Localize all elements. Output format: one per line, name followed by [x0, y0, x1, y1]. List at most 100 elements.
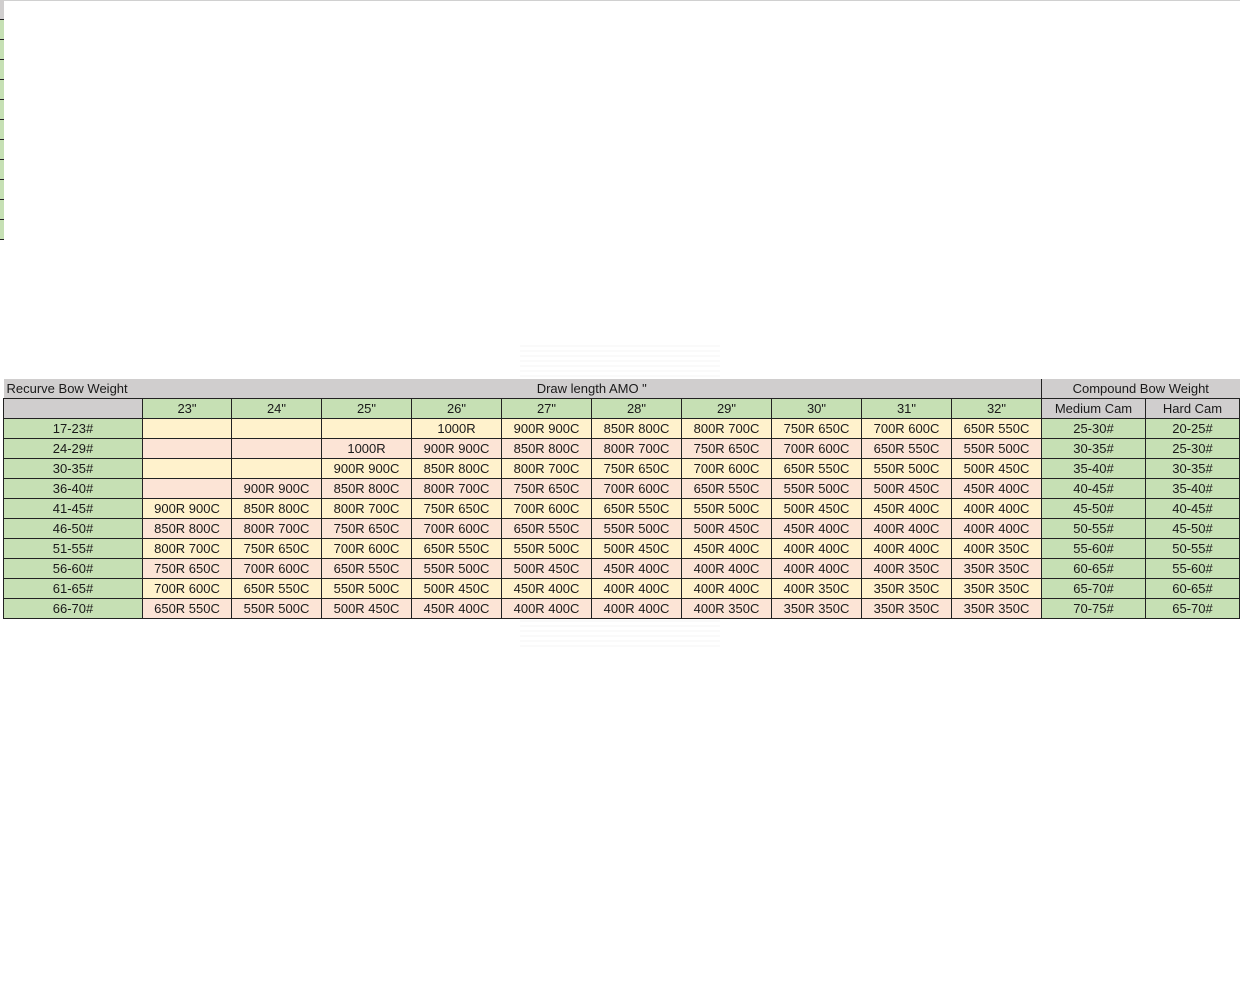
draw-length-4: 27" — [501, 398, 592, 419]
spine-cell — [142, 418, 232, 439]
spine-cell: 550R 500C — [771, 478, 862, 499]
spine-cell: 400R 350C — [951, 538, 1042, 559]
medium-cam-cell: 35-40# — [1041, 458, 1146, 479]
spine-cell — [142, 438, 232, 459]
spine-cell: 900R 900C — [411, 438, 502, 459]
spine-cell: 450R 400C — [771, 518, 862, 539]
spine-cell: 700R 600C — [411, 518, 502, 539]
spine-cell: 350R 350C — [771, 598, 862, 619]
table-row: 46-50# 850R 800C 800R 700C 750R 650C 700R 60… — [3, 518, 1240, 539]
top-border — [0, 0, 1240, 1]
spine-cell: 400R 350C — [771, 578, 862, 599]
spine-cell: 750R 650C — [231, 538, 322, 559]
hard-cam-cell: 40-45# — [1145, 498, 1240, 519]
spine-cell: 850R 800C — [411, 458, 502, 479]
spine-cell: 650R 550C — [501, 518, 592, 539]
spine-cell: 550R 500C — [231, 598, 322, 619]
spine-cell: 400R 400C — [771, 558, 862, 579]
hard-cam-cell: 65-70# — [1145, 598, 1240, 619]
spine-cell: 650R 550C — [681, 478, 772, 499]
medium-cam-cell: 60-65# — [1041, 558, 1146, 579]
spine-cell: 550R 500C — [501, 538, 592, 559]
table-row: 61-65# 700R 600C 650R 550C 550R 500C 500R 45… — [3, 578, 1240, 599]
recurve-weight-cell: 17-23# — [3, 418, 143, 439]
spine-cell: 350R 350C — [861, 598, 952, 619]
spine-cell: 400R 400C — [861, 538, 952, 559]
spine-cell: 700R 600C — [142, 578, 232, 599]
spine-cell: 650R 550C — [142, 598, 232, 619]
spine-cell: 400R 350C — [681, 598, 772, 619]
recurve-weight-cell: 24-29# — [3, 438, 143, 459]
spine-cell: 850R 800C — [501, 438, 592, 459]
spine-cell: 700R 600C — [681, 458, 772, 479]
spine-cell: 700R 600C — [321, 538, 412, 559]
spine-cell: 700R 600C — [231, 558, 322, 579]
spine-cell: 750R 650C — [771, 418, 862, 439]
spine-cell: 750R 650C — [142, 558, 232, 579]
spine-cell: 650R 550C — [411, 538, 502, 559]
recurve-weight-cell: 30-35# — [3, 458, 143, 479]
spine-cell: 400R 350C — [861, 558, 952, 579]
spine-cell — [231, 438, 322, 459]
table-row: 36-40# 900R 900C 850R 800C 800R 700C 750R 65… — [3, 478, 1240, 499]
spine-cell: 900R 900C — [142, 498, 232, 519]
spine-cell: 650R 550C — [591, 498, 682, 519]
recurve-weight-cell: 61-65# — [3, 578, 143, 599]
spine-cell: 500R 450C — [411, 578, 502, 599]
spine-cell: 500R 450C — [771, 498, 862, 519]
hard-cam-cell: 35-40# — [1145, 478, 1240, 499]
draw-length-5: 28" — [591, 398, 682, 419]
spine-cell: 400R 400C — [681, 578, 772, 599]
compound-weight-header: Compound Bow Weight — [1041, 379, 1240, 399]
spine-cell: 400R 400C — [591, 578, 682, 599]
spine-cell: 350R 350C — [861, 578, 952, 599]
recurve-weight-cell: 46-50# — [3, 518, 143, 539]
spine-cell: 450R 400C — [411, 598, 502, 619]
spine-cell: 450R 400C — [591, 558, 682, 579]
table-row: 51-55# 800R 700C 750R 650C 700R 600C 650R 55… — [3, 538, 1240, 559]
hard-cam-cell: 25-30# — [1145, 438, 1240, 459]
spine-cell: 800R 700C — [681, 418, 772, 439]
spine-cell: 550R 500C — [951, 438, 1042, 459]
hard-cam-header: Hard Cam — [1145, 398, 1240, 419]
spine-cell: 1000R — [321, 438, 412, 459]
table-row: 24-29# 1000R 900R 900C 850R 800C 800R 700C 75… — [3, 438, 1240, 459]
draw-length-0: 23" — [142, 398, 232, 419]
spine-cell: 650R 550C — [771, 458, 862, 479]
medium-cam-cell: 65-70# — [1041, 578, 1146, 599]
spine-cell: 700R 600C — [501, 498, 592, 519]
draw-length-1: 24" — [231, 398, 322, 419]
spine-cell: 900R 900C — [231, 478, 322, 499]
spine-cell: 700R 600C — [861, 418, 952, 439]
recurve-weight-cell: 56-60# — [3, 558, 143, 579]
spine-cell — [231, 418, 322, 439]
spine-cell: 800R 700C — [591, 438, 682, 459]
blank-header-cell — [3, 398, 143, 419]
recurve-weight-cell: 51-55# — [3, 538, 143, 559]
spine-cell: 500R 450C — [951, 458, 1042, 479]
spine-cell: 350R 350C — [951, 598, 1042, 619]
spine-cell: 350R 350C — [951, 558, 1042, 579]
spine-cell: 700R 600C — [591, 478, 682, 499]
draw-length-6: 29" — [681, 398, 772, 419]
spine-cell: 850R 800C — [142, 518, 232, 539]
spine-cell: 550R 500C — [591, 518, 682, 539]
spine-cell: 500R 450C — [591, 538, 682, 559]
medium-cam-cell: 50-55# — [1041, 518, 1146, 539]
spine-cell: 850R 800C — [231, 498, 322, 519]
recurve-weight-cell: 41-45# — [3, 498, 143, 519]
recurve-weight-header: Recurve Bow Weight — [3, 379, 143, 399]
spine-cell: 400R 400C — [681, 558, 772, 579]
medium-cam-cell: 70-75# — [1041, 598, 1146, 619]
draw-length-8: 31" — [861, 398, 952, 419]
recurve-weight-cell: 36-40# — [3, 478, 143, 499]
spine-cell: 400R 400C — [501, 598, 592, 619]
spine-cell: 750R 650C — [411, 498, 502, 519]
spine-cell: 750R 650C — [591, 458, 682, 479]
spine-cell: 800R 700C — [411, 478, 502, 499]
hard-cam-cell: 60-65# — [1145, 578, 1240, 599]
draw-length-header: Draw length AMO " — [142, 379, 1042, 399]
medium-cam-cell: 40-45# — [1041, 478, 1146, 499]
hard-cam-cell: 50-55# — [1145, 538, 1240, 559]
table-row: 17-23# 1000R 900R 900C 850R 800C 800R 700C 75… — [3, 418, 1240, 439]
